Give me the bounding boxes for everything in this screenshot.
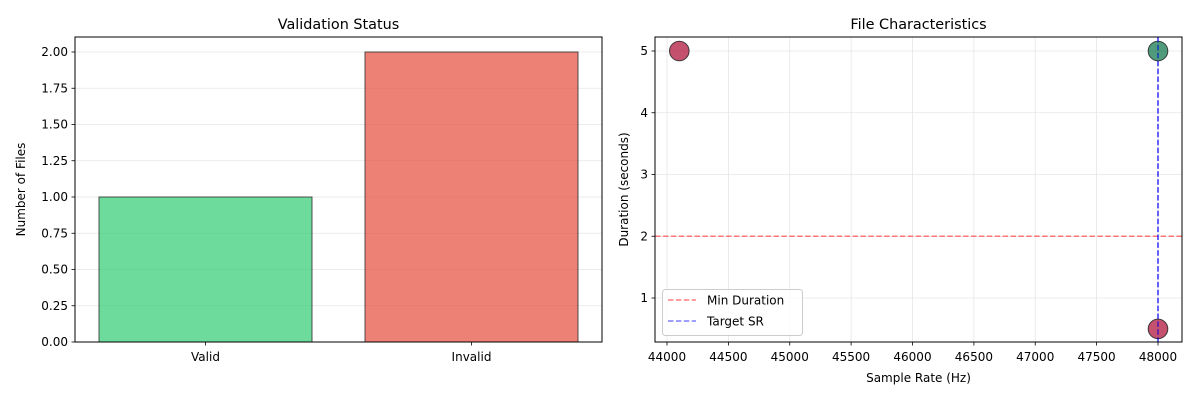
y-tick-label: 1.75 — [41, 81, 68, 95]
y-tick-label: 0.00 — [41, 335, 68, 349]
y-axis-label: Duration (seconds) — [617, 132, 631, 246]
x-tick-label: 46500 — [955, 350, 993, 364]
legend-label-target-sr: Target SR — [706, 315, 764, 329]
x-axis-label: Sample Rate (Hz) — [866, 371, 971, 385]
bar-invalid — [364, 51, 579, 343]
validation-status-chart: Validation Status — [14, 17, 603, 364]
x-tick-label-invalid: Invalid — [452, 350, 492, 364]
y-tick-label: 3 — [640, 168, 648, 182]
y-tick-labels: 0.00 0.25 0.50 0.75 1.00 1.25 1.50 1.75 … — [41, 45, 68, 349]
x-tick-labels: Valid Invalid — [191, 350, 491, 364]
y-tick-label: 4 — [640, 106, 648, 120]
y-tick-label: 2.00 — [41, 45, 68, 59]
x-tick-label: 44500 — [709, 350, 747, 364]
x-tick-label: 47500 — [1078, 350, 1116, 364]
x-tick-label: 46000 — [893, 350, 931, 364]
y-tick-label: 2 — [640, 229, 648, 243]
file-characteristics-chart: File Characteristics — [617, 17, 1183, 385]
x-ticks — [205, 342, 472, 346]
y-tick-label: 0.25 — [41, 299, 68, 313]
x-ticks — [666, 342, 1159, 346]
y-tick-label: 5 — [640, 44, 648, 58]
x-tick-label-valid: Valid — [191, 350, 220, 364]
y-tick-label: 1 — [640, 291, 648, 305]
chart-title: File Characteristics — [850, 17, 986, 33]
y-tick-label: 1.00 — [41, 190, 68, 204]
y-ticks — [71, 51, 75, 343]
y-tick-label: 0.50 — [41, 263, 68, 277]
y-tick-label: 1.25 — [41, 154, 68, 168]
x-tick-labels: 44000 44500 45000 45500 46000 46500 4700… — [648, 350, 1177, 364]
legend-box — [662, 289, 803, 336]
x-tick-label: 48000 — [1139, 350, 1177, 364]
y-axis-label: Number of Files — [14, 143, 28, 237]
chart-title: Validation Status — [278, 17, 400, 33]
axes-frame — [654, 36, 1183, 343]
legend: Min Duration Target SR — [662, 289, 803, 336]
y-tick-labels: 1 2 3 4 5 — [640, 44, 648, 305]
legend-label-min-duration: Min Duration — [707, 294, 784, 308]
y-tick-label: 0.75 — [41, 226, 68, 240]
data-point-invalid — [669, 40, 690, 62]
x-tick-label: 45500 — [832, 350, 870, 364]
bar-valid — [98, 196, 313, 343]
y-ticks — [651, 50, 655, 299]
y-tick-label: 1.50 — [41, 118, 68, 132]
axes-frame — [74, 36, 603, 343]
x-tick-label: 44000 — [648, 350, 686, 364]
x-tick-label: 45000 — [771, 350, 809, 364]
x-tick-label: 47000 — [1016, 350, 1054, 364]
